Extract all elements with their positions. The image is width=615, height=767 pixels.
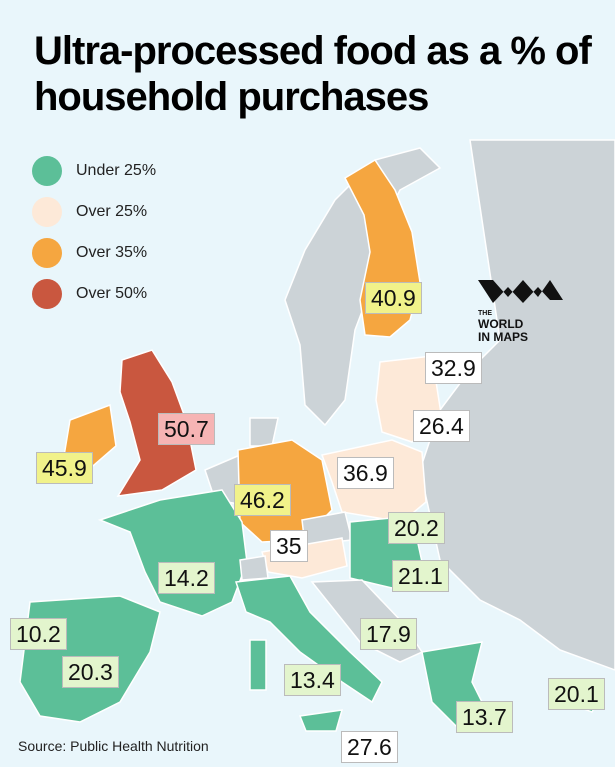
- value-label: 46.2: [234, 484, 291, 516]
- logo-text: IN MAPS: [478, 330, 529, 344]
- denmark: [249, 417, 279, 447]
- legend-item: Over 35%: [32, 232, 156, 273]
- value-label: 50.7: [158, 413, 215, 445]
- value-label: 20.3: [62, 656, 119, 688]
- value-label: 14.2: [158, 562, 215, 594]
- value-label: 21.1: [392, 560, 449, 592]
- value-label: 35: [270, 530, 308, 562]
- legend-label: Over 50%: [76, 284, 148, 302]
- value-label: 32.9: [425, 352, 482, 384]
- value-label: 10.2: [10, 618, 67, 650]
- value-label: 17.9: [360, 618, 417, 650]
- legend-swatch: [32, 237, 62, 268]
- land-east: [419, 139, 615, 671]
- value-label: 27.6: [341, 731, 398, 763]
- legend-item: Under 25%: [32, 150, 156, 191]
- title: Ultra-processed food as a % of household…: [34, 29, 592, 119]
- sardinia: [249, 639, 267, 691]
- value-label: 20.1: [548, 678, 605, 710]
- legend-label: Over 25%: [76, 202, 148, 220]
- italy: [234, 575, 383, 704]
- legend-swatch: [32, 196, 62, 227]
- value-label: 40.9: [365, 282, 422, 314]
- logo-mark: [478, 280, 563, 303]
- switzerland: [239, 555, 269, 581]
- value-label: 26.4: [413, 410, 470, 442]
- legend-item: Over 25%: [32, 191, 156, 232]
- logo-text: THE: [478, 310, 492, 317]
- value-label: 36.9: [337, 457, 394, 489]
- legend-label: Under 25%: [76, 161, 157, 179]
- legend-item: Over 50%: [32, 273, 156, 314]
- logo: THE WORLD IN MAPS: [478, 275, 568, 344]
- legend-swatch: [32, 155, 62, 186]
- value-label: 13.4: [284, 664, 341, 696]
- uk: [116, 349, 197, 497]
- source: Source: Public Health Nutrition: [18, 738, 209, 754]
- value-label: 20.2: [388, 512, 445, 544]
- value-label: 45.9: [36, 452, 93, 484]
- legend: Under 25% Over 25% Over 35% Over 50%: [32, 150, 156, 314]
- legend-swatch: [32, 278, 62, 309]
- sicily: [298, 709, 344, 732]
- value-label: 13.7: [456, 701, 513, 733]
- logo-text: WORLD: [478, 317, 524, 331]
- legend-label: Over 35%: [76, 243, 148, 261]
